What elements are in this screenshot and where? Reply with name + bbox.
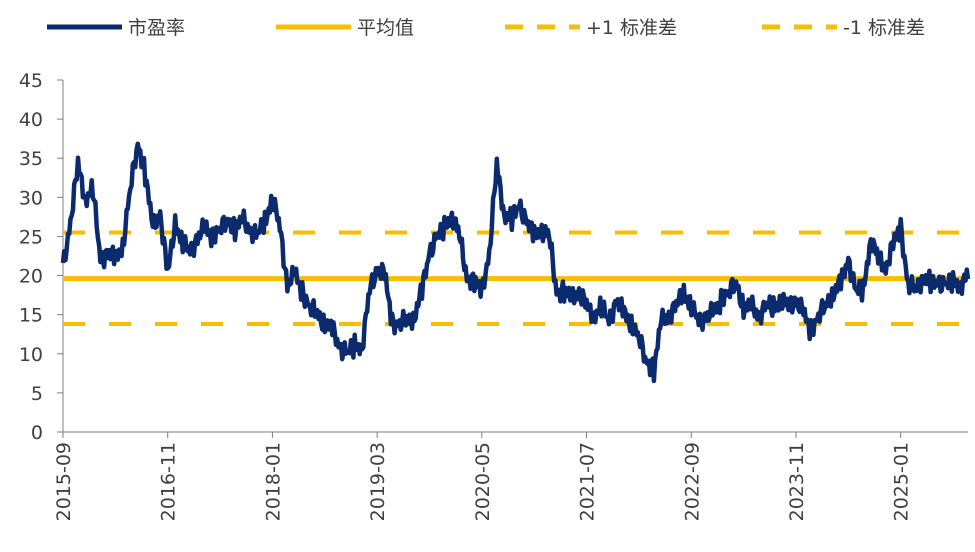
x-tick-label: 2016-11 [158, 442, 180, 521]
legend-plus-1-std: +1 标准差 [505, 17, 677, 39]
x-tick-label: 2022-09 [681, 442, 703, 521]
y-tick-label: 25 [19, 226, 43, 248]
legend: 市盈率 平均值 +1 标准差 -1 标准差 [47, 17, 925, 39]
legend-minus-1-std-label: -1 标准差 [843, 17, 925, 39]
legend-plus-1-std-label: +1 标准差 [586, 17, 677, 39]
y-tick-label: 10 [19, 344, 43, 366]
reference-lines [63, 230, 968, 327]
y-tick-label: 30 [19, 187, 43, 209]
x-tick-label: 2020-05 [472, 442, 494, 521]
x-tick-label: 2018-01 [262, 442, 284, 521]
axes: 0 5 10 15 20 25 30 35 40 45 2015-09 2016-11 2018-01 2… [19, 70, 968, 521]
x-tick-label: 2015-09 [53, 442, 75, 521]
x-tick-label: 2025-01 [891, 442, 913, 521]
legend-mean: 平均值 [276, 17, 414, 39]
y-tick-label: 0 [31, 422, 43, 444]
legend-minus-1-std: -1 标准差 [762, 17, 925, 39]
x-tick-label: 2021-07 [577, 442, 599, 521]
x-tick-label: 2019-03 [367, 442, 389, 521]
y-tick-label: 5 [31, 383, 43, 405]
legend-pe: 市盈率 [47, 17, 185, 39]
legend-mean-label: 平均值 [357, 17, 414, 39]
y-tick-label: 20 [19, 266, 43, 288]
pe-ratio-line [60, 141, 971, 384]
y-tick-label: 45 [19, 70, 43, 92]
y-tick-label: 40 [19, 109, 43, 131]
x-tick-label: 2023-11 [786, 442, 808, 521]
series-layer [60, 141, 971, 384]
y-tick-label: 15 [19, 305, 43, 327]
legend-pe-label: 市盈率 [128, 17, 185, 39]
y-tick-label: 35 [19, 148, 43, 170]
